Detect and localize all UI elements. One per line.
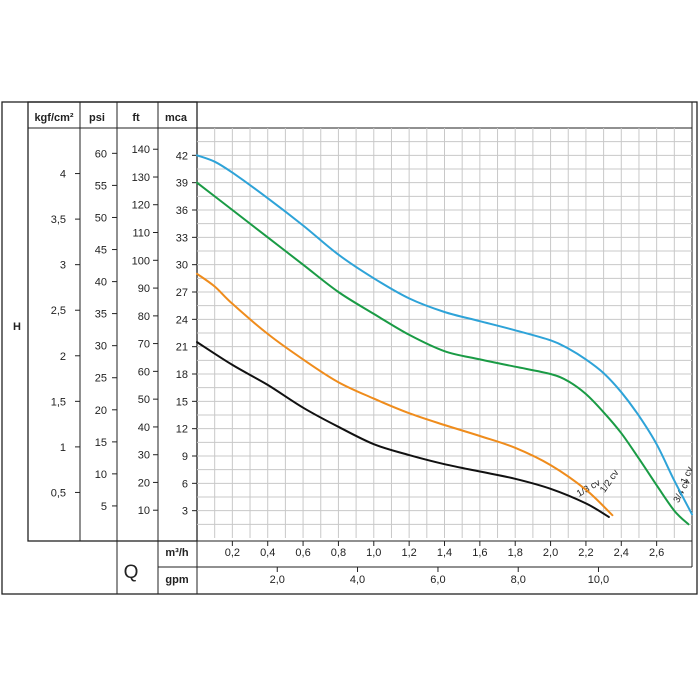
head-tick-label-ft: 130 [132, 172, 150, 184]
flow-tick-label-m3h: 1,8 [508, 547, 523, 559]
head-tick-label-ft: 110 [132, 228, 150, 240]
head-tick-label-ft: 70 [138, 339, 150, 351]
head-tick-label-mca: 24 [176, 314, 188, 326]
flow-tick-label-m3h: 2,4 [614, 547, 629, 559]
head-unit-header: psi [89, 112, 105, 124]
flow-tick-label-gpm: 6,0 [430, 574, 445, 586]
flow-unit-m3h: m³/h [165, 547, 189, 559]
head-tick-label-ft: 40 [138, 422, 150, 434]
flow-tick-label-m3h: 1,2 [401, 547, 416, 559]
head-tick-label-mca: 33 [176, 232, 188, 244]
head-tick-label-kgf/cm²: 2 [60, 351, 66, 363]
curve-label: 1/2 cv [598, 468, 622, 495]
head-tick-label-mca: 36 [176, 205, 188, 217]
flow-tick-label-m3h: 0,8 [331, 547, 346, 559]
head-tick-label-psi: 45 [95, 245, 107, 257]
flow-tick-label-m3h: 2,0 [543, 547, 558, 559]
head-tick-label-psi: 55 [95, 180, 107, 192]
head-tick-label-ft: 50 [138, 394, 150, 406]
curve-1-cv [196, 154, 693, 516]
head-tick-label-ft: 100 [132, 255, 150, 267]
head-tick-label-ft: 30 [138, 450, 150, 462]
head-tick-label-mca: 15 [176, 396, 188, 408]
flow-tick-label-gpm: 2,0 [270, 574, 285, 586]
head-tick-label-psi: 20 [95, 405, 107, 417]
flow-axis-symbol: Q [124, 562, 139, 583]
head-tick-label-mca: 12 [176, 424, 188, 436]
head-unit-header: ft [132, 112, 140, 124]
head-tick-label-kgf/cm²: 3 [60, 260, 66, 272]
head-tick-label-kgf/cm²: 1,5 [51, 396, 66, 408]
head-tick-label-psi: 35 [95, 309, 107, 321]
head-tick-label-mca: 42 [176, 150, 188, 162]
head-tick-label-ft: 140 [132, 144, 150, 156]
head-tick-label-ft: 120 [132, 200, 150, 212]
plot-grid [197, 128, 692, 538]
head-tick-label-kgf/cm²: 1 [60, 442, 66, 454]
head-tick-label-mca: 9 [182, 451, 188, 463]
head-tick-label-mca: 18 [176, 369, 188, 381]
head-tick-label-mca: 27 [176, 287, 188, 299]
flow-tick-label-gpm: 4,0 [350, 574, 365, 586]
flow-tick-label-m3h: 0,6 [295, 547, 310, 559]
head-tick-label-psi: 40 [95, 277, 107, 289]
curve-1-3-cv [196, 341, 610, 518]
head-tick-label-ft: 10 [138, 505, 150, 517]
head-tick-label-kgf/cm²: 4 [60, 169, 66, 181]
head-tick-label-mca: 39 [176, 178, 188, 190]
flow-tick-label-m3h: 0,4 [260, 547, 275, 559]
head-tick-label-ft: 80 [138, 311, 150, 323]
head-tick-label-psi: 60 [95, 148, 107, 160]
head-unit-header: mca [165, 112, 188, 124]
flow-unit-gpm: gpm [165, 574, 188, 586]
head-tick-label-kgf/cm²: 0,5 [51, 487, 66, 499]
head-scale-box [27, 101, 198, 542]
flow-tick-label-m3h: 1,0 [366, 547, 381, 559]
head-tick-label-psi: 50 [95, 212, 107, 224]
head-tick-label-psi: 5 [101, 501, 107, 513]
chart-frame [1, 101, 698, 595]
head-tick-label-mca: 21 [176, 342, 188, 354]
flow-tick-label-gpm: 8,0 [511, 574, 526, 586]
flow-tick-label-m3h: 2,6 [649, 547, 664, 559]
outer-border [1, 101, 698, 595]
flow-tick-label-m3h: 0,2 [225, 547, 240, 559]
curve-1-2-cv [196, 272, 614, 517]
flow-tick-label-m3h: 1,6 [472, 547, 487, 559]
head-axis-symbol: H [13, 321, 21, 333]
head-tick-label-psi: 15 [95, 437, 107, 449]
head-tick-label-psi: 10 [95, 469, 107, 481]
head-tick-label-ft: 20 [138, 477, 150, 489]
flow-tick-label-m3h: 2,2 [578, 547, 593, 559]
head-tick-label-kgf/cm²: 2,5 [51, 305, 66, 317]
head-unit-header: kgf/cm² [34, 112, 73, 124]
flow-tick-label-m3h: 1,4 [437, 547, 452, 559]
axes: 0,5 1 1,5 2 2,5 3 3,5 4 kgf/cm² 5 10 15 20 25 30 35 40 45… [34, 112, 664, 586]
head-tick-label-psi: 30 [95, 341, 107, 353]
flow-tick-label-gpm: 10,0 [588, 574, 609, 586]
head-tick-label-mca: 3 [182, 506, 188, 518]
head-tick-label-mca: 6 [182, 478, 188, 490]
head-tick-label-ft: 90 [138, 283, 150, 295]
head-tick-label-ft: 60 [138, 366, 150, 378]
head-tick-label-kgf/cm²: 3,5 [51, 214, 66, 226]
head-tick-label-psi: 25 [95, 373, 107, 385]
head-tick-label-mca: 30 [176, 260, 188, 272]
curve-label: 1 cv [679, 465, 696, 486]
curve-3-4-cv [196, 181, 690, 526]
